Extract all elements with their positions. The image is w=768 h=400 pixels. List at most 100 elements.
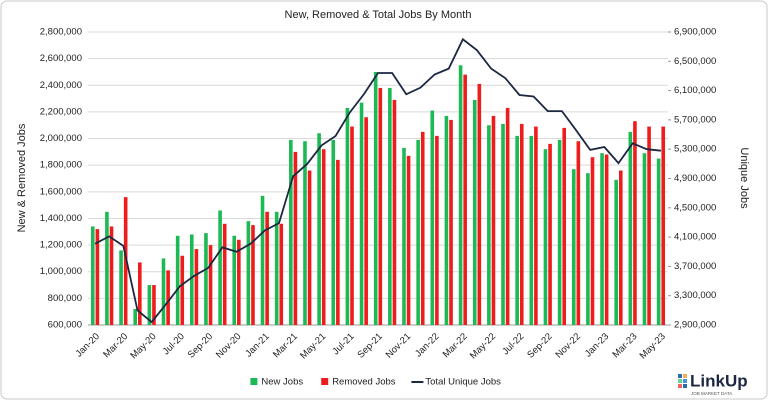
bar bbox=[618, 170, 623, 325]
bar bbox=[119, 250, 123, 325]
bar bbox=[204, 233, 208, 325]
y-tick-label: 2,800,000 bbox=[40, 27, 82, 38]
bar bbox=[293, 151, 298, 325]
bar bbox=[138, 262, 142, 325]
bar bbox=[364, 117, 368, 326]
bar bbox=[571, 169, 576, 325]
bar bbox=[222, 223, 227, 325]
y2-tick-label: 6,100,000 bbox=[674, 85, 716, 96]
legend-label: New Jobs bbox=[261, 377, 303, 388]
bar bbox=[444, 115, 449, 326]
legend-label: Total Unique Jobs bbox=[425, 377, 501, 388]
bar bbox=[279, 223, 284, 325]
bar bbox=[152, 285, 156, 325]
bar bbox=[472, 99, 477, 325]
legend-label: Removed Jobs bbox=[332, 377, 396, 388]
legend-swatch bbox=[321, 378, 329, 385]
bar bbox=[416, 139, 420, 325]
bar bbox=[600, 153, 604, 325]
bar bbox=[505, 107, 510, 325]
y2-axis-title: Unique Jobs bbox=[738, 147, 750, 209]
bar bbox=[218, 210, 222, 325]
bar bbox=[656, 158, 661, 325]
y2-tick-label: 4,500,000 bbox=[674, 202, 716, 213]
bar bbox=[477, 83, 482, 325]
bar bbox=[246, 221, 251, 325]
bar bbox=[604, 154, 609, 325]
bar bbox=[232, 235, 237, 325]
bar bbox=[430, 110, 435, 325]
bar bbox=[543, 149, 548, 325]
y2-tick-label: 2,900,000 bbox=[674, 320, 716, 331]
logo-dot bbox=[678, 374, 682, 378]
bar bbox=[237, 239, 241, 325]
y-axis-title: New & Removed Jobs bbox=[16, 123, 28, 232]
bar bbox=[586, 173, 590, 325]
bar bbox=[265, 211, 269, 325]
y-tick-label: 600,000 bbox=[48, 320, 82, 331]
y-tick-label: 1,000,000 bbox=[40, 266, 82, 277]
bar bbox=[628, 131, 633, 325]
bar bbox=[557, 139, 562, 325]
logo-dot bbox=[683, 374, 687, 378]
logo-dot bbox=[678, 379, 682, 383]
logo-dot bbox=[678, 384, 682, 388]
legend-swatch bbox=[250, 378, 258, 385]
y-tick-label: 1,800,000 bbox=[40, 160, 82, 171]
y2-tick-label: 5,700,000 bbox=[674, 114, 716, 125]
bar bbox=[548, 143, 552, 325]
bar bbox=[95, 229, 100, 325]
y-tick-label: 2,200,000 bbox=[40, 106, 82, 117]
logo-dot bbox=[683, 379, 687, 383]
y-tick-label: 800,000 bbox=[48, 293, 82, 304]
bar bbox=[435, 135, 439, 325]
bar bbox=[251, 225, 255, 325]
y2-tick-label: 6,500,000 bbox=[674, 56, 716, 67]
bar bbox=[392, 99, 397, 325]
bar bbox=[175, 235, 180, 325]
bar bbox=[208, 245, 213, 325]
bar bbox=[321, 149, 326, 325]
bar bbox=[105, 211, 109, 325]
bar bbox=[90, 226, 95, 325]
y2-tick-label: 3,300,000 bbox=[674, 290, 716, 301]
y2-tick-label: 5,300,000 bbox=[674, 144, 716, 155]
bar bbox=[123, 197, 128, 325]
bar bbox=[109, 226, 114, 325]
bar bbox=[501, 123, 505, 326]
line bbox=[94, 37, 662, 324]
bar bbox=[194, 249, 199, 325]
bar bbox=[147, 285, 152, 325]
bar bbox=[307, 170, 312, 325]
bar bbox=[458, 65, 463, 325]
bar bbox=[317, 133, 321, 325]
bar bbox=[463, 74, 467, 325]
y2-tick-label: 4,100,000 bbox=[674, 232, 716, 243]
y-tick-label: 2,000,000 bbox=[40, 133, 82, 144]
bar bbox=[402, 147, 406, 325]
bar bbox=[331, 139, 336, 325]
bar bbox=[534, 126, 538, 326]
bar bbox=[642, 153, 647, 325]
bar bbox=[576, 141, 581, 325]
bar bbox=[562, 127, 567, 326]
bar bbox=[378, 87, 383, 325]
bar bbox=[260, 195, 265, 325]
bar bbox=[289, 139, 293, 325]
bar bbox=[420, 131, 425, 325]
bar bbox=[487, 125, 491, 326]
logo-dot bbox=[683, 384, 687, 388]
bar bbox=[303, 141, 307, 325]
y-tick-label: 2,400,000 bbox=[40, 80, 82, 91]
bar bbox=[373, 71, 378, 325]
bar bbox=[406, 155, 411, 325]
y2-tick-label: 6,900,000 bbox=[674, 27, 716, 38]
chart-title: New, Removed & Total Jobs By Month bbox=[285, 9, 472, 21]
y-tick-label: 1,400,000 bbox=[40, 213, 82, 224]
y-tick-label: 1,600,000 bbox=[40, 186, 82, 197]
bar bbox=[519, 123, 524, 326]
bar bbox=[647, 126, 651, 326]
bar bbox=[449, 119, 453, 326]
bar bbox=[515, 135, 519, 325]
